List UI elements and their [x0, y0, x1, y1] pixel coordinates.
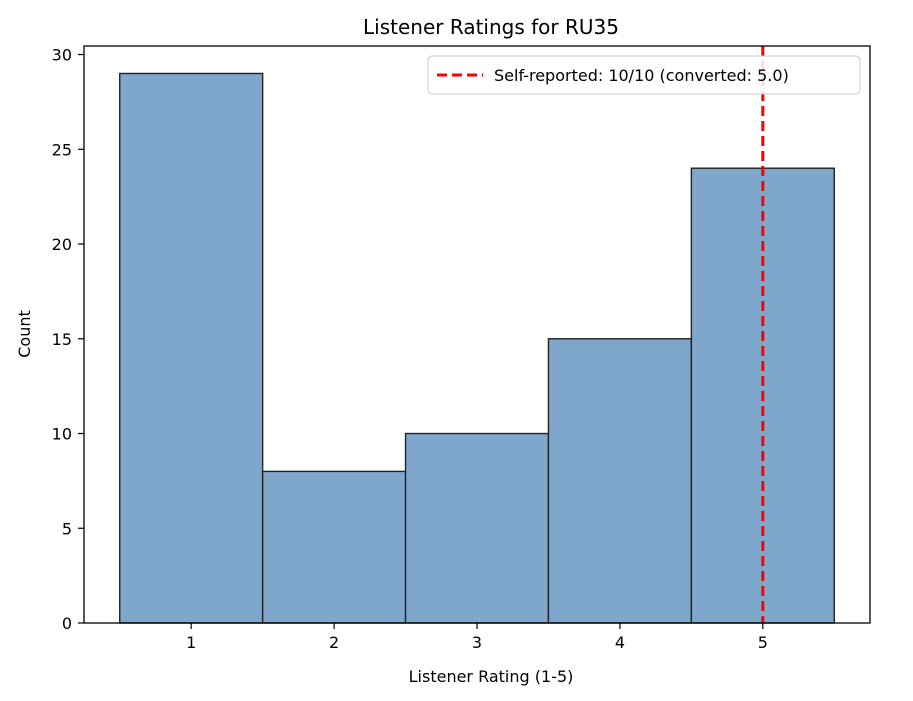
bar-3: [404, 432, 550, 624]
x-tick-label: 4: [615, 633, 625, 652]
x-axis-ticks: 1 2 3 4 5: [186, 623, 768, 652]
y-tick-label: 5: [62, 519, 72, 538]
x-axis-label: Listener Rating (1-5): [409, 667, 574, 686]
bar-2: [261, 470, 407, 624]
y-tick-label: 20: [52, 235, 72, 254]
y-tick-label: 25: [52, 140, 72, 159]
x-tick-label: 3: [472, 633, 482, 652]
y-tick-label: 15: [52, 330, 72, 349]
bar-4: [547, 338, 693, 624]
x-tick-label: 1: [186, 633, 196, 652]
legend: Self-reported: 10/10 (converted: 5.0): [427, 55, 861, 95]
bar-1: [119, 72, 264, 624]
chart-title: Listener Ratings for RU35: [363, 15, 619, 39]
y-tick-label: 0: [62, 614, 72, 633]
y-axis-ticks: 0 5 10 15 20 25 30: [52, 46, 84, 633]
bars-group: [119, 72, 835, 624]
x-tick-label: 5: [758, 633, 768, 652]
y-tick-label: 30: [52, 46, 72, 65]
y-axis-label: Count: [15, 310, 34, 358]
legend-entry-reference-line: Self-reported: 10/10 (converted: 5.0): [494, 66, 789, 85]
x-tick-label: 2: [329, 633, 339, 652]
y-tick-label: 10: [52, 425, 72, 444]
legend-box: [427, 55, 861, 95]
